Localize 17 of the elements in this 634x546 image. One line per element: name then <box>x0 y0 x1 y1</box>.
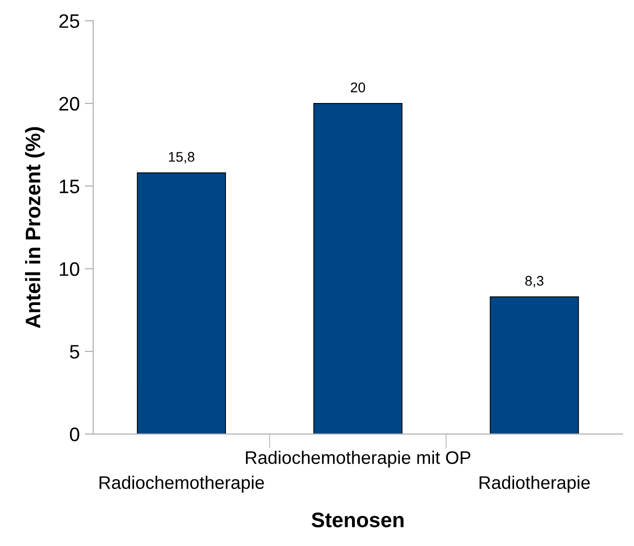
y-tick-label: 25 <box>59 14 80 28</box>
bar <box>136 172 226 434</box>
x-tick-label: Radiotherapie <box>480 476 590 493</box>
y-tick-label: 10 <box>60 262 80 276</box>
y-tick-label: 15 <box>60 180 80 194</box>
data-label: 20 <box>350 82 366 92</box>
y-tick-label: 20 <box>59 96 80 111</box>
x-tick-label: Radiochemotherapie <box>100 476 264 493</box>
data-label: 15,8 <box>168 152 194 164</box>
x-axis-title: Stenosen <box>312 512 404 528</box>
bar <box>490 296 579 434</box>
data-label: 8,3 <box>525 276 544 288</box>
y-tick-label: 0 <box>70 428 80 442</box>
bar <box>313 102 402 434</box>
y-tick-label: 5 <box>70 345 80 359</box>
y-axis-title: Anteil in Prozent (%) <box>25 127 44 328</box>
x-tick-label: Radiochemotherapie mit OP <box>246 450 470 468</box>
